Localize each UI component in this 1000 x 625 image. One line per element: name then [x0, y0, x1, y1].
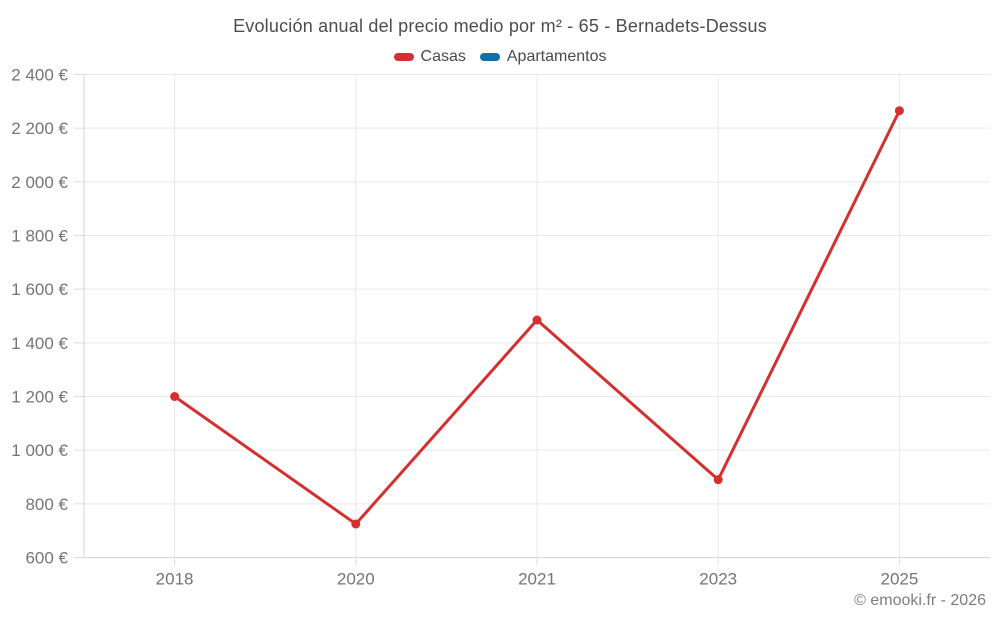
y-tick-label: 1 400 €	[11, 334, 68, 353]
data-point-casas-2020[interactable]	[351, 519, 361, 529]
y-tick-label: 2 400 €	[11, 66, 68, 85]
y-tick-label: 2 000 €	[11, 173, 68, 192]
legend-item-casas[interactable]: Casas	[393, 48, 466, 66]
data-point-casas-2023[interactable]	[713, 475, 723, 485]
x-tick-label: 2020	[337, 570, 375, 589]
x-tick-label: 2025	[880, 570, 918, 589]
chart-title: Evolución anual del precio medio por m² …	[233, 16, 767, 36]
legend-label: Apartamentos	[506, 48, 607, 65]
legend: Casas Apartamentos	[0, 46, 1000, 68]
x-tick-label: 2023	[699, 570, 737, 589]
x-tick-label: 2018	[156, 570, 194, 589]
legend-item-apartamentos[interactable]: Apartamentos	[479, 48, 607, 66]
y-tick-label: 1 000 €	[11, 441, 68, 460]
data-point-casas-2021[interactable]	[532, 315, 542, 325]
copyright-text: © emooki.fr - 2026	[854, 592, 986, 609]
y-tick-label: 1 800 €	[11, 227, 68, 246]
y-tick-label: 2 200 €	[11, 119, 68, 138]
data-point-casas-2018[interactable]	[170, 392, 180, 401]
x-tick-label: 2021	[518, 570, 556, 589]
y-tick-label: 1 600 €	[11, 280, 68, 299]
legend-swatch-icon	[479, 53, 500, 61]
y-tick-label: 600 €	[25, 549, 68, 568]
y-tick-label: 1 200 €	[11, 388, 68, 407]
legend-swatch-icon	[393, 53, 414, 61]
y-tick-label: 800 €	[25, 495, 68, 514]
data-point-casas-2025[interactable]	[894, 106, 904, 116]
legend-label: Casas	[420, 48, 466, 65]
